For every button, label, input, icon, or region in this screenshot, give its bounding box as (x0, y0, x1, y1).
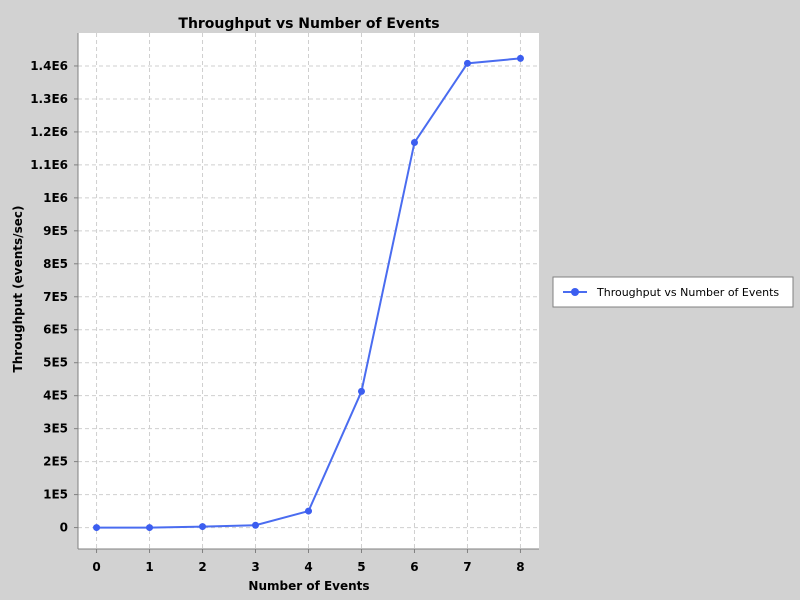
y-tick-label: 1.1E6 (30, 158, 68, 172)
x-tick-label: 6 (410, 560, 418, 574)
data-point (463, 59, 471, 67)
y-tick-label: 1E6 (43, 191, 68, 205)
y-tick-label: 5E5 (43, 356, 68, 370)
axes (74, 33, 539, 553)
legend-entry-label: Throughput vs Number of Events (596, 286, 779, 299)
data-point (410, 138, 418, 146)
y-tick-label: 4E5 (43, 389, 68, 403)
data-point (252, 521, 260, 529)
data-point (93, 524, 101, 532)
legend-box (552, 276, 794, 308)
tick-labels: 0 1E5 2E5 3E5 4E5 5E5 6E5 7E5 8E5 9E5 1E6 1.1E6 1.2E… (30, 59, 524, 574)
y-tick-label: 6E5 (43, 323, 68, 337)
y-tick-label: 0 (60, 521, 68, 535)
x-tick-label: 2 (198, 560, 206, 574)
y-tick-label: 1E5 (43, 488, 68, 502)
x-axis-label: Number of Events (248, 579, 369, 593)
series (93, 54, 524, 532)
x-tick-label: 0 (92, 560, 100, 574)
legend-marker (571, 288, 579, 296)
y-tick-label: 1.4E6 (30, 59, 68, 73)
y-tick-label: 1.3E6 (30, 92, 68, 106)
y-tick-label: 7E5 (43, 290, 68, 304)
data-point (516, 54, 524, 62)
y-tick-label: 8E5 (43, 257, 68, 271)
x-tick-label: 1 (145, 560, 153, 574)
y-tick-label: 3E5 (43, 422, 68, 436)
x-tick-label: 5 (357, 560, 365, 574)
data-point (305, 507, 312, 515)
data-point (357, 387, 365, 395)
y-tick-label: 2E5 (43, 455, 68, 469)
x-tick-label: 4 (304, 560, 312, 574)
legend: Throughput vs Number of Events (552, 276, 794, 308)
y-tick-label: 1.2E6 (30, 125, 68, 139)
chart-title: Throughput vs Number of Events (178, 16, 439, 32)
data-point (146, 524, 154, 532)
data-point (199, 523, 207, 531)
y-tick-label: 9E5 (43, 224, 68, 238)
grid (78, 33, 539, 549)
y-axis-label: Throughput (events/sec) (11, 206, 25, 373)
x-tick-label: 7 (463, 560, 471, 574)
x-tick-label: 3 (251, 560, 259, 574)
x-tick-label: 8 (516, 560, 524, 574)
